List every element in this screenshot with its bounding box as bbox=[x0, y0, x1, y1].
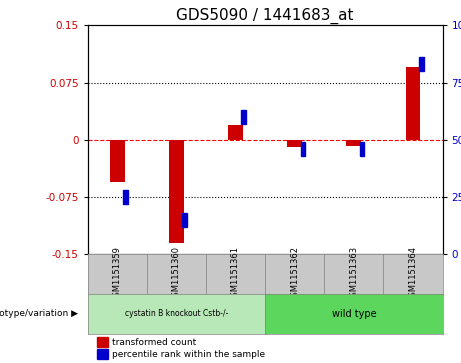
Bar bbox=[287, 140, 302, 147]
Bar bbox=[346, 140, 361, 146]
Text: GSM1151364: GSM1151364 bbox=[408, 246, 418, 302]
Text: wild type: wild type bbox=[331, 309, 376, 319]
Bar bbox=[228, 125, 243, 140]
Bar bbox=[242, 110, 246, 124]
Text: cystatin B knockout Cstb-/-: cystatin B knockout Cstb-/- bbox=[124, 310, 228, 318]
Text: GSM1151363: GSM1151363 bbox=[349, 246, 358, 302]
Title: GDS5090 / 1441683_at: GDS5090 / 1441683_at bbox=[176, 8, 354, 24]
Bar bbox=[419, 57, 424, 71]
Bar bbox=[360, 142, 365, 156]
Text: percentile rank within the sample: percentile rank within the sample bbox=[112, 350, 265, 359]
Bar bbox=[301, 142, 305, 156]
Text: GSM1151362: GSM1151362 bbox=[290, 246, 299, 302]
Bar bbox=[110, 140, 124, 182]
Bar bbox=[182, 213, 187, 227]
Text: GSM1151361: GSM1151361 bbox=[231, 246, 240, 302]
Bar bbox=[123, 190, 128, 204]
Text: genotype/variation ▶: genotype/variation ▶ bbox=[0, 310, 78, 318]
Text: GSM1151359: GSM1151359 bbox=[112, 246, 122, 302]
Bar bbox=[406, 68, 420, 140]
Text: GSM1151360: GSM1151360 bbox=[172, 246, 181, 302]
Bar bbox=[169, 140, 184, 243]
Text: transformed count: transformed count bbox=[112, 338, 196, 347]
